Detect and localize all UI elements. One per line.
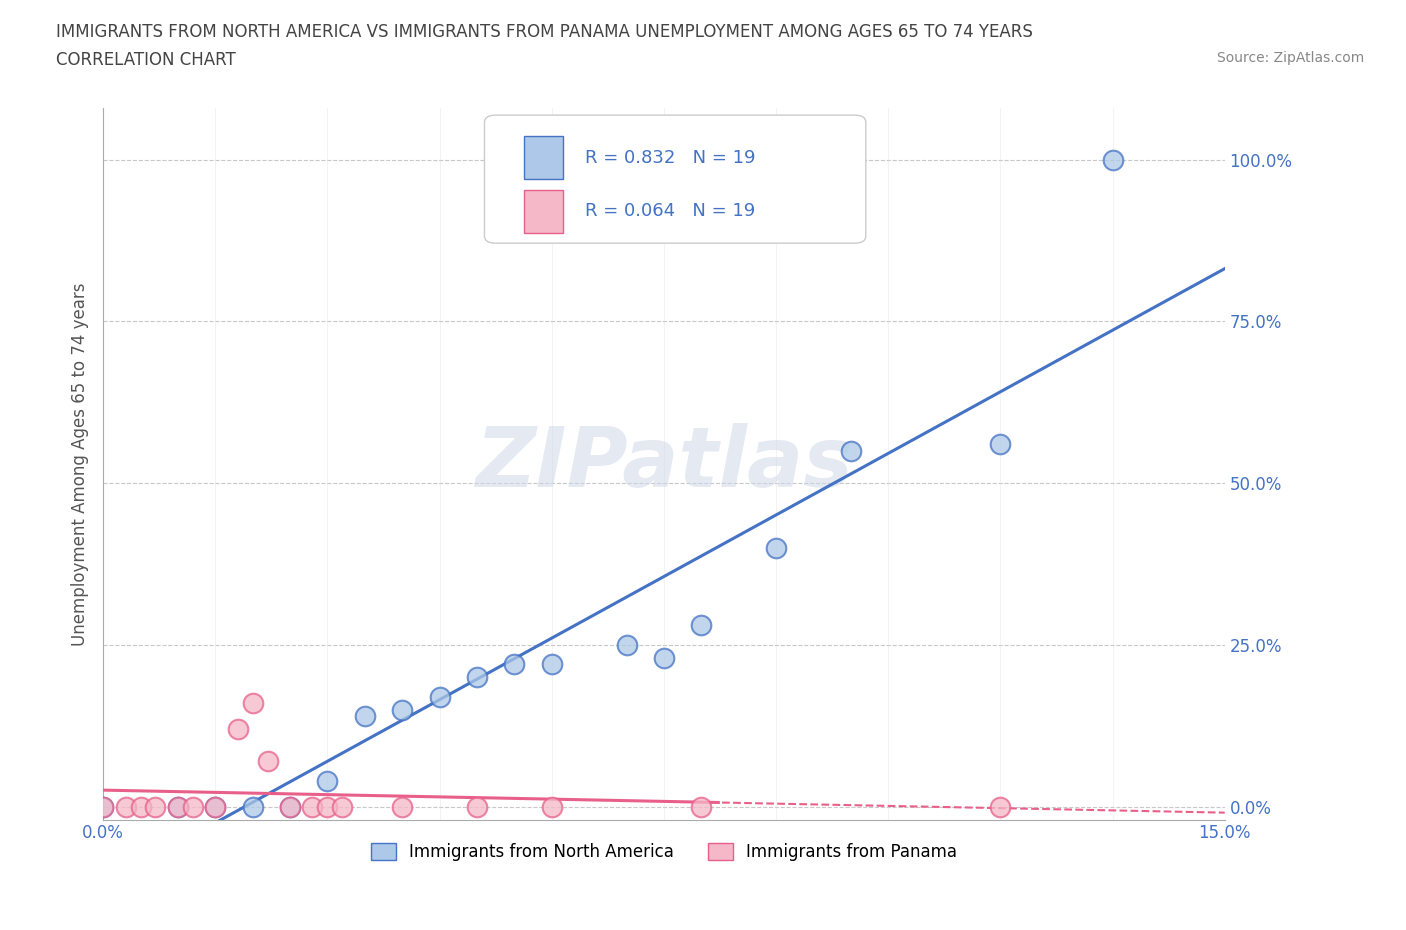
Point <box>540 799 562 814</box>
Point <box>690 799 713 814</box>
Point <box>353 709 375 724</box>
Point <box>167 799 190 814</box>
Point <box>278 799 301 814</box>
Point <box>256 754 278 769</box>
Point <box>765 540 787 555</box>
Bar <box>523 137 562 179</box>
Point <box>990 799 1012 814</box>
Point <box>181 799 204 814</box>
Point <box>316 799 339 814</box>
Point <box>616 637 638 652</box>
Point <box>145 799 167 814</box>
Point <box>91 799 114 814</box>
Bar <box>523 190 562 232</box>
Point <box>114 799 136 814</box>
Point <box>1101 153 1123 167</box>
Point <box>391 799 413 814</box>
Point <box>316 773 339 788</box>
Point <box>391 702 413 717</box>
Legend: Immigrants from North America, Immigrants from Panama: Immigrants from North America, Immigrant… <box>364 837 963 868</box>
Point <box>129 799 152 814</box>
Point <box>429 689 451 704</box>
Point <box>332 799 354 814</box>
Point <box>91 799 114 814</box>
Point <box>503 657 526 671</box>
Point <box>242 696 264 711</box>
Text: CORRELATION CHART: CORRELATION CHART <box>56 51 236 69</box>
Point <box>226 722 249 737</box>
Point <box>990 437 1012 452</box>
Point <box>242 799 264 814</box>
Text: Source: ZipAtlas.com: Source: ZipAtlas.com <box>1216 51 1364 65</box>
Point <box>301 799 323 814</box>
Point <box>690 618 713 633</box>
Text: R = 0.064   N = 19: R = 0.064 N = 19 <box>585 202 755 220</box>
Point <box>465 799 488 814</box>
Text: IMMIGRANTS FROM NORTH AMERICA VS IMMIGRANTS FROM PANAMA UNEMPLOYMENT AMONG AGES : IMMIGRANTS FROM NORTH AMERICA VS IMMIGRA… <box>56 23 1033 41</box>
Point <box>465 670 488 684</box>
Point <box>204 799 226 814</box>
Text: R = 0.832   N = 19: R = 0.832 N = 19 <box>585 149 756 166</box>
Point <box>278 799 301 814</box>
Point <box>839 444 862 458</box>
Point <box>167 799 190 814</box>
Point <box>204 799 226 814</box>
Y-axis label: Unemployment Among Ages 65 to 74 years: Unemployment Among Ages 65 to 74 years <box>72 282 89 645</box>
Point <box>540 657 562 671</box>
Text: ZIPatlas: ZIPatlas <box>475 423 853 504</box>
FancyBboxPatch shape <box>485 115 866 243</box>
Point <box>652 650 675 665</box>
